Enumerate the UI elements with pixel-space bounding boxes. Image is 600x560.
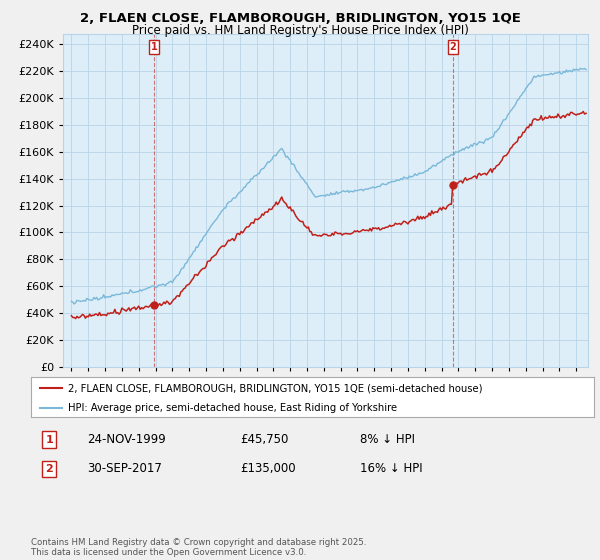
Text: HPI: Average price, semi-detached house, East Riding of Yorkshire: HPI: Average price, semi-detached house,… (68, 403, 397, 413)
Text: 24-NOV-1999: 24-NOV-1999 (87, 433, 166, 446)
Text: 16% ↓ HPI: 16% ↓ HPI (360, 462, 422, 475)
Text: £45,750: £45,750 (240, 433, 289, 446)
Text: 1: 1 (46, 435, 53, 445)
Text: 2: 2 (449, 42, 456, 52)
Text: 30-SEP-2017: 30-SEP-2017 (87, 462, 162, 475)
Text: 2, FLAEN CLOSE, FLAMBOROUGH, BRIDLINGTON, YO15 1QE: 2, FLAEN CLOSE, FLAMBOROUGH, BRIDLINGTON… (80, 12, 520, 25)
Text: £135,000: £135,000 (240, 462, 296, 475)
Text: 2: 2 (46, 464, 53, 474)
Text: Price paid vs. HM Land Registry's House Price Index (HPI): Price paid vs. HM Land Registry's House … (131, 24, 469, 36)
Text: Contains HM Land Registry data © Crown copyright and database right 2025.
This d: Contains HM Land Registry data © Crown c… (31, 538, 367, 557)
Text: 8% ↓ HPI: 8% ↓ HPI (360, 433, 415, 446)
Text: 2, FLAEN CLOSE, FLAMBOROUGH, BRIDLINGTON, YO15 1QE (semi-detached house): 2, FLAEN CLOSE, FLAMBOROUGH, BRIDLINGTON… (68, 383, 482, 393)
Text: 1: 1 (151, 42, 158, 52)
